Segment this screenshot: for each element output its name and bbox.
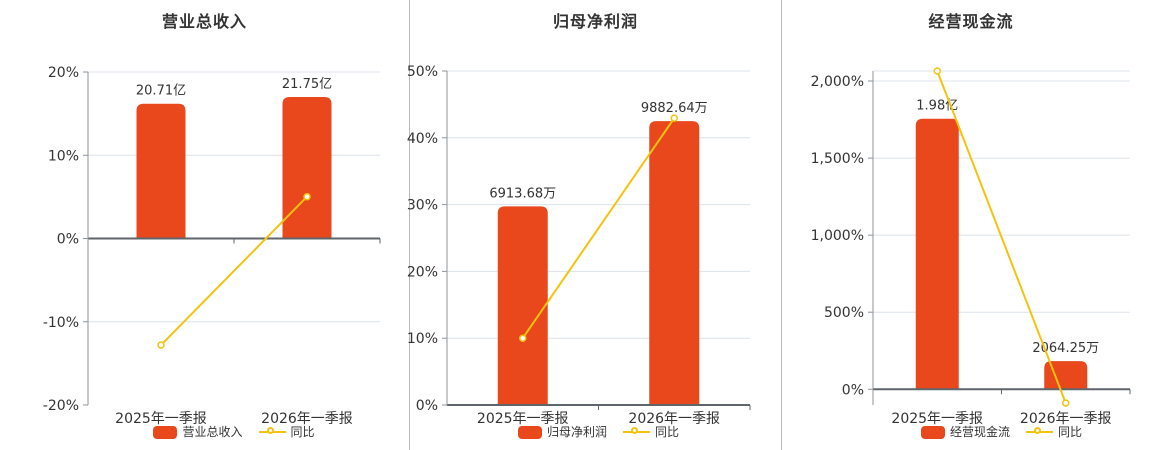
bar-value-label: 21.75亿 [282, 77, 332, 92]
yoy-line-marker-icon [1026, 425, 1053, 439]
yoy-point-2025年一季报[interactable] [933, 67, 941, 75]
yoy-point-2026年一季报[interactable] [670, 114, 678, 122]
y-tick-label: 20% [48, 65, 79, 81]
category-label: 2026年一季报 [1020, 411, 1112, 427]
bar-value-label: 9882.64万 [641, 101, 708, 116]
category-label: 2026年一季报 [261, 411, 353, 427]
category-label: 2025年一季报 [891, 411, 983, 427]
chart-canvas: 50% 40% 30% 20% 10% 0% 6913.68万 9882.64万 2025年一季… [407, 64, 751, 427]
y-tick-label: 0% [416, 398, 438, 414]
bar-series-swatch-icon [920, 425, 945, 439]
category-label: 2026年一季报 [628, 411, 720, 427]
chart-legend: 归母净利润 同比 [447, 425, 750, 450]
y-tick-label: 50% [407, 64, 438, 80]
yoy-line [936, 70, 1067, 404]
chart-title: 归母净利润 [552, 12, 638, 31]
legend-item-bar-series[interactable]: 营业总收入 [153, 425, 243, 439]
bar-2026年一季报[interactable] [282, 96, 332, 239]
y-tick-label: 2,000% [811, 74, 864, 90]
bar-value-label: 1.98亿 [916, 99, 958, 114]
yoy-line-marker-icon [258, 425, 286, 439]
legend-label: 同比 [655, 425, 680, 439]
chart-legend: 营业总收入 同比 [88, 425, 380, 450]
legend-label: 归母净利润 [546, 425, 607, 439]
chart-canvas: 20% 10% 0% -10% -20% 20.71亿 21.75亿 2025年一季报 2026… [43, 65, 381, 427]
yoy-line-marker-icon [623, 425, 650, 439]
yoy-point-2025年一季报[interactable] [157, 341, 165, 349]
legend-item-bar-series[interactable]: 归母净利润 [517, 425, 607, 439]
chart-title: 营业总收入 [161, 12, 247, 31]
legend-label: 同比 [1058, 425, 1083, 439]
y-tick-label: 1,500% [811, 151, 864, 167]
bar-value-label: 6913.68万 [489, 186, 556, 201]
bar-2026年一季报[interactable] [649, 121, 700, 405]
yoy-line [160, 196, 308, 346]
y-tick-label: 40% [407, 131, 438, 147]
revenue-chart-panel: 营业总收入 20% 10% 0% -10% -20% 20.71亿 21.75亿 2025年一… [0, 0, 410, 450]
legend-item-bar-series[interactable]: 经营现金流 [920, 425, 1010, 439]
bar-2025年一季报[interactable] [136, 103, 186, 239]
y-tick-label: 30% [407, 198, 438, 214]
bar-2025年一季报[interactable] [497, 206, 548, 405]
chart-legend: 经营现金流 同比 [873, 425, 1130, 450]
yoy-point-2025年一季报[interactable] [519, 334, 527, 342]
category-label: 2025年一季报 [477, 411, 569, 427]
yoy-point-2026年一季报[interactable] [1062, 399, 1070, 407]
chart-canvas: 2,000% 1,500% 1,000% 500% 0% 1.98亿 2064.25万 202… [811, 67, 1131, 427]
y-tick-label: 1,000% [811, 228, 864, 244]
y-tick-label: 0% [57, 232, 79, 248]
net-profit-chart-panel: 归母净利润 50% 40% 30% 20% 10% 0% 6913.68万 9882.64万 2… [407, 0, 782, 450]
legend-item-yoy-line[interactable]: 同比 [1026, 425, 1082, 439]
bar-value-label: 20.71亿 [136, 84, 186, 99]
chart-title: 经营现金流 [928, 12, 1014, 31]
y-tick-label: -20% [43, 398, 79, 414]
legend-item-yoy-line[interactable]: 同比 [258, 425, 315, 439]
legend-label: 经营现金流 [949, 425, 1010, 439]
y-tick-label: 10% [407, 331, 438, 347]
legend-label: 营业总收入 [182, 425, 243, 439]
operating-cash-flow-chart-panel: 经营现金流 2,000% 1,500% 1,000% 500% 0% 1.98亿 2064.… [782, 0, 1160, 450]
bar-series-swatch-icon [153, 425, 178, 439]
y-tick-label: 10% [48, 148, 79, 164]
legend-label: 同比 [290, 425, 315, 439]
y-tick-label: -10% [43, 315, 79, 331]
bar-2025年一季报[interactable] [915, 118, 959, 390]
y-tick-label: 500% [824, 305, 864, 321]
legend-item-yoy-line[interactable]: 同比 [623, 425, 679, 439]
bar-series-swatch-icon [517, 425, 542, 439]
bar-2026年一季报[interactable] [1044, 361, 1088, 390]
yoy-point-2026年一季报[interactable] [303, 192, 311, 201]
y-tick-label: 20% [407, 264, 438, 280]
y-tick-label: 0% [842, 382, 864, 398]
yoy-line [521, 117, 676, 339]
category-label: 2025年一季报 [115, 411, 207, 427]
bar-value-label: 2064.25万 [1032, 341, 1099, 356]
